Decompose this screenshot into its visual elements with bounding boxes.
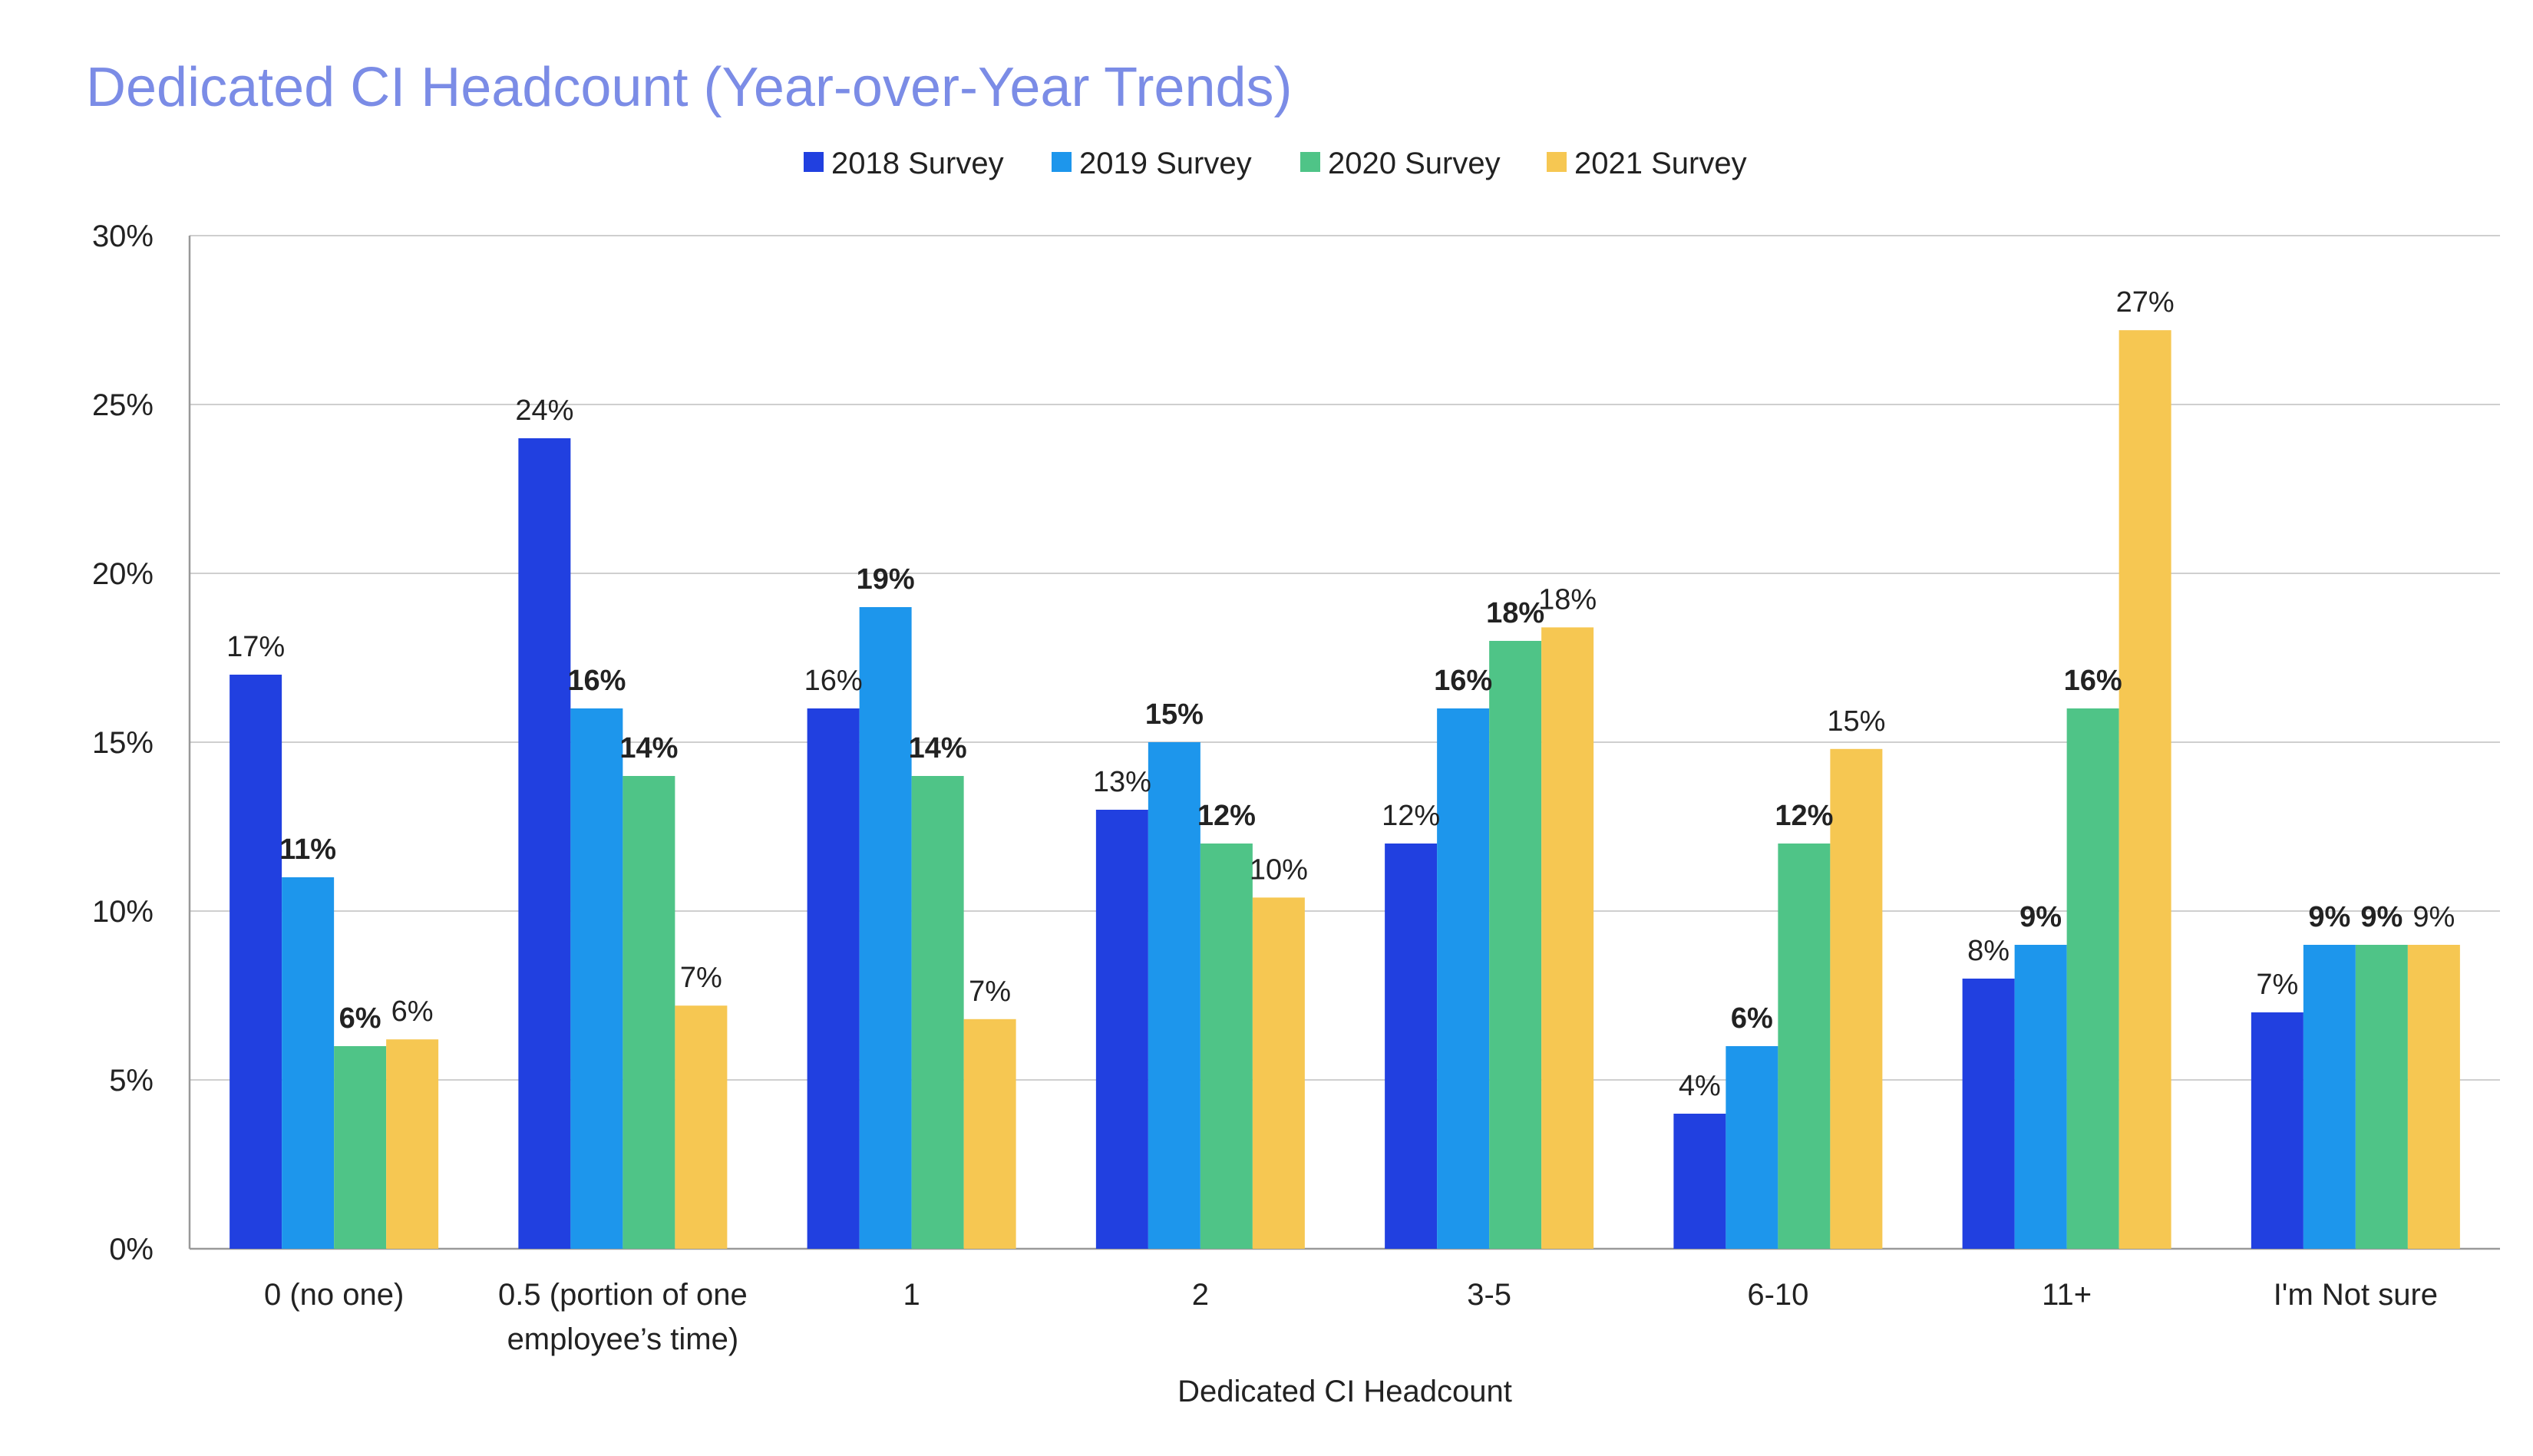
- data-label: 16%: [1434, 665, 1492, 697]
- x-tick-label: 11+: [2042, 1278, 2092, 1312]
- data-label: 15%: [1827, 705, 1885, 738]
- bar-2021-survey: [2407, 945, 2460, 1249]
- x-tick-label: 0.5 (portion of one: [498, 1278, 748, 1312]
- data-label: 4%: [1679, 1070, 1721, 1102]
- legend-swatch: [1547, 152, 1567, 172]
- data-label: 6%: [339, 1002, 381, 1035]
- bar-2018-survey: [1962, 979, 2015, 1249]
- data-label: 7%: [680, 962, 722, 994]
- bar-2019-survey: [2303, 945, 2356, 1249]
- bar-2019-survey: [282, 877, 335, 1249]
- bar-2019-survey: [1148, 742, 1200, 1249]
- data-label: 10%: [1250, 853, 1308, 886]
- data-label: 13%: [1093, 766, 1151, 798]
- data-label: 6%: [1731, 1002, 1773, 1035]
- y-tick-label: 10%: [92, 895, 154, 929]
- y-tick-label: 0%: [109, 1233, 154, 1266]
- data-label: 12%: [1197, 800, 1256, 832]
- bar-2021-survey: [675, 1005, 728, 1249]
- legend-label: 2019 Survey: [1079, 147, 1252, 180]
- bar-2019-survey: [570, 708, 623, 1249]
- data-label: 9%: [2360, 901, 2403, 933]
- data-label: 12%: [1775, 800, 1833, 832]
- data-label: 16%: [567, 665, 626, 697]
- data-label: 9%: [2412, 901, 2455, 933]
- data-label: 12%: [1382, 800, 1440, 832]
- bar-2018-survey: [1095, 810, 1148, 1249]
- data-label: 7%: [969, 976, 1011, 1008]
- bar-2021-survey: [1541, 627, 1594, 1249]
- data-label: 16%: [804, 665, 863, 697]
- data-label: 14%: [909, 732, 967, 764]
- legend-swatch: [1052, 152, 1072, 172]
- y-tick-label: 5%: [109, 1064, 154, 1098]
- bar-2018-survey: [1385, 844, 1438, 1249]
- x-tick-label: I'm Not sure: [2274, 1278, 2438, 1312]
- bar-2018-survey: [807, 708, 860, 1249]
- legend-label: 2020 Survey: [1328, 147, 1501, 180]
- bars: [230, 330, 2460, 1250]
- y-tick-label: 15%: [92, 726, 154, 760]
- data-label: 9%: [2308, 901, 2350, 933]
- data-label: 11%: [279, 834, 336, 866]
- legend-label: 2021 Survey: [1574, 147, 1747, 180]
- chart-title: Dedicated CI Headcount (Year-over-Year T…: [86, 57, 1293, 118]
- data-label: 7%: [2256, 969, 2298, 1001]
- x-tick-label: 1: [903, 1278, 920, 1312]
- x-axis-ticks: 0 (no one) 0.5 (portion of one employee’s …: [264, 1278, 2438, 1356]
- bar-2020-survey: [2066, 708, 2119, 1249]
- bar-2020-survey: [334, 1046, 387, 1249]
- data-label: 9%: [2019, 901, 2062, 933]
- x-tick-label: 3-5: [1467, 1278, 1511, 1312]
- y-tick-label: 20%: [92, 557, 154, 591]
- bar-2020-survey: [1778, 844, 1831, 1249]
- bar-2020-survey: [1200, 844, 1253, 1249]
- bar-2018-survey: [2251, 1012, 2303, 1249]
- bar-2021-survey: [963, 1019, 1016, 1249]
- x-tick-label: employee’s time): [507, 1322, 739, 1356]
- data-label: 17%: [226, 631, 285, 663]
- legend-swatch: [1300, 152, 1320, 172]
- bar-2019-survey: [2014, 945, 2067, 1249]
- data-label: 19%: [857, 563, 915, 596]
- y-tick-label: 25%: [92, 388, 154, 422]
- bar-2021-survey: [2119, 330, 2171, 1250]
- bar-2020-survey: [2355, 945, 2408, 1249]
- data-label: 27%: [2116, 286, 2175, 319]
- bar-2020-survey: [1489, 641, 1542, 1249]
- bar-2020-survey: [623, 776, 675, 1249]
- bar-2021-survey: [1252, 897, 1305, 1249]
- data-label: 15%: [1145, 698, 1204, 731]
- bar-2021-survey: [1830, 748, 1883, 1249]
- data-label: 18%: [1486, 597, 1544, 629]
- legend: 2018 Survey 2019 Survey 2020 Survey 2021 Su…: [804, 147, 1747, 180]
- legend-swatch: [804, 152, 824, 172]
- data-labels: 17% 24% 16% 13% 12% 4% 8% 7% 11% 16% 19% 15% 16% 6% 9%…: [226, 286, 2455, 1102]
- data-label: 24%: [515, 395, 573, 427]
- data-label: 16%: [2064, 665, 2122, 697]
- bar-2019-survey: [1726, 1046, 1778, 1249]
- bar-2021-survey: [386, 1039, 439, 1249]
- bar-2019-survey: [1437, 708, 1490, 1249]
- data-label: 6%: [391, 995, 434, 1028]
- bar-2019-survey: [859, 607, 912, 1249]
- x-tick-label: 6-10: [1747, 1278, 1808, 1312]
- bar-2018-survey: [1673, 1114, 1726, 1249]
- data-label: 14%: [619, 732, 678, 764]
- y-axis-ticks: 0% 5% 10% 15% 20% 25% 30%: [92, 220, 154, 1266]
- bar-2020-survey: [911, 776, 964, 1249]
- data-label: 18%: [1538, 583, 1597, 616]
- x-tick-label: 2: [1192, 1278, 1209, 1312]
- data-label: 8%: [1967, 935, 2010, 967]
- x-tick-label: 0 (no one): [264, 1278, 404, 1312]
- bar-2018-survey: [518, 438, 571, 1249]
- legend-label: 2018 Survey: [831, 147, 1004, 180]
- y-tick-label: 30%: [92, 220, 154, 253]
- bar-2018-survey: [230, 675, 282, 1249]
- x-axis-title: Dedicated CI Headcount: [1177, 1375, 1512, 1408]
